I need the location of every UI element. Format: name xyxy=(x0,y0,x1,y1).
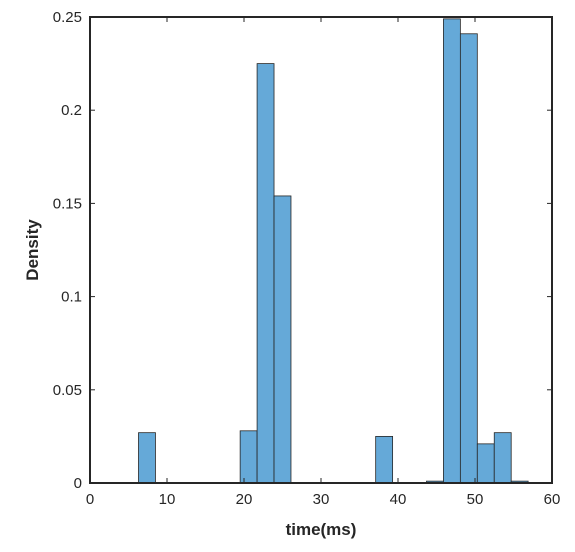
y-axis-label: Density xyxy=(23,219,42,281)
histogram-bar-4 xyxy=(375,435,394,484)
y-tick-label-0: 0 xyxy=(74,475,82,492)
x-tick-label-0: 0 xyxy=(86,491,94,508)
histogram-bar-0 xyxy=(138,432,156,484)
y-tick-label-2: 0.1 xyxy=(61,289,82,306)
y-tick-label-1: 0.05 xyxy=(53,382,82,399)
x-axis-label: time(ms) xyxy=(286,520,357,539)
histogram-bar-8 xyxy=(476,443,495,484)
histogram-bar-9 xyxy=(493,432,512,484)
x-tick-label-6: 60 xyxy=(544,491,561,508)
histogram-bar-7 xyxy=(459,33,478,484)
histogram-bar-2 xyxy=(256,63,275,484)
plot-area-frame xyxy=(89,16,553,484)
axis-ticks xyxy=(89,16,553,484)
bars-layer xyxy=(138,18,529,484)
y-tick-label-5: 0.25 xyxy=(53,9,82,26)
histogram-bar-1 xyxy=(239,430,258,484)
y-tick-label-4: 0.2 xyxy=(61,102,82,119)
histogram-bar-6 xyxy=(443,18,461,484)
histogram-bar-3 xyxy=(273,195,292,484)
x-tick-label-5: 50 xyxy=(467,491,484,508)
tick-labels: 0 10 20 30 40 50 60 0 0.05 0.1 0.15 0.2 0.25 xyxy=(53,9,561,508)
x-tick-label-3: 30 xyxy=(313,491,330,508)
x-tick-label-2: 20 xyxy=(236,491,253,508)
x-tick-label-1: 10 xyxy=(159,491,176,508)
y-tick-label-3: 0.15 xyxy=(53,195,82,212)
x-tick-label-4: 40 xyxy=(390,491,407,508)
